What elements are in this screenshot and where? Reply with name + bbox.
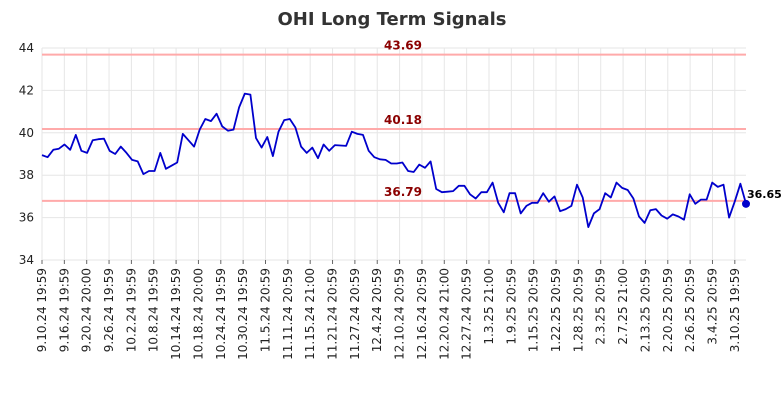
x-tick-label: 1.22.25 20:59 [549,268,563,352]
chart-title: OHI Long Term Signals [278,9,507,30]
x-axis-ticks: 9.10.24 19:59 9.16.24 19:59 9.20.24 20:00 9… [35,260,742,360]
x-tick-label: 10.2.24 19:59 [124,268,138,352]
x-tick-label: 2.20.25 20:59 [661,268,675,352]
y-tick-label: 40 [19,126,34,140]
x-tick-label: 11.21.24 20:59 [326,268,340,360]
signal-level-label: 36.79 [384,185,422,199]
x-tick-label: 1.9.25 20:59 [504,268,518,345]
x-tick-label: 10.24.24 19:59 [214,268,228,360]
x-tick-label: 11.11.24 20:59 [281,268,295,360]
x-tick-label: 12.4.24 20:59 [370,268,384,352]
y-tick-label: 36 [19,211,34,225]
signal-levels: 43.69 40.18 36.79 [42,39,746,202]
x-tick-label: 1.28.25 20:59 [571,268,585,352]
x-tick-label: 3.4.25 20:59 [705,268,719,345]
x-tick-label: 9.16.24 19:59 [57,268,71,352]
last-value-marker-group: 36.65 [742,188,782,208]
grid [41,47,746,261]
y-tick-label: 44 [19,41,34,55]
price-series [41,92,747,229]
x-tick-label: 10.8.24 19:59 [147,268,161,352]
x-tick-label: 11.27.24 20:59 [348,268,362,360]
y-tick-label: 42 [19,83,34,97]
x-tick-label: 9.10.24 19:59 [35,268,49,352]
x-tick-label: 2.13.25 20:59 [638,268,652,352]
x-tick-label: 2.3.25 20:59 [594,268,608,345]
x-tick-label: 2.26.25 20:59 [683,268,697,352]
last-value-label: 36.65 [747,188,782,201]
x-tick-label: 12.16.24 20:59 [415,268,429,360]
signal-level-label: 40.18 [384,113,422,127]
price-line [41,92,747,229]
x-tick-label: 1.3.25 21:00 [482,268,496,345]
x-tick-label: 10.30.24 19:59 [236,268,250,360]
x-tick-label: 11.5.24 20:59 [258,268,272,352]
y-tick-label: 34 [19,253,34,267]
x-tick-label: 11.15.24 21:00 [303,268,317,360]
x-tick-label: 12.20.24 21:00 [437,268,451,360]
x-tick-label: 9.26.24 19:59 [102,268,116,352]
x-tick-label: 1.15.25 20:59 [527,268,541,352]
x-tick-label: 12.10.24 20:59 [393,268,407,360]
y-axis-ticks: 34 36 38 40 42 44 [19,41,34,267]
last-value-marker [742,199,750,208]
x-tick-label: 9.20.24 20:00 [80,268,94,352]
x-tick-label: 3.10.25 19:59 [728,268,742,352]
x-tick-label: 12.27.24 20:59 [460,268,474,360]
x-tick-label: 10.14.24 19:59 [169,268,183,360]
signal-level-label: 43.69 [384,39,422,53]
y-tick-label: 38 [19,168,34,182]
x-tick-label: 10.18.24 20:00 [191,268,205,360]
x-tick-label: 2.7.25 21:00 [616,268,630,345]
